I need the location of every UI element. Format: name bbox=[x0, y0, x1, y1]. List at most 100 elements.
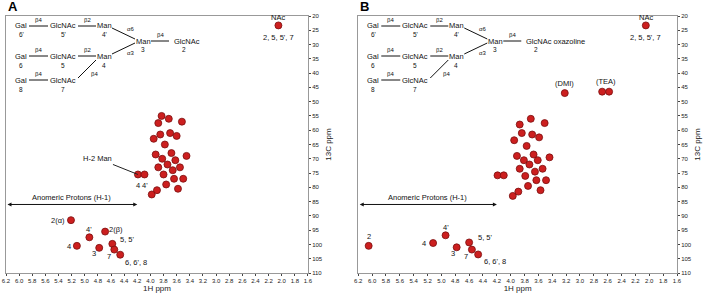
svg-text:2.2: 2.2 bbox=[264, 278, 273, 284]
svg-text:4.0: 4.0 bbox=[146, 278, 155, 284]
svg-text:45: 45 bbox=[312, 84, 319, 90]
svg-text:6: 6 bbox=[371, 62, 375, 69]
svg-text:13C ppm: 13C ppm bbox=[324, 128, 333, 161]
svg-text:β4: β4 bbox=[387, 17, 394, 23]
svg-text:β4: β4 bbox=[509, 32, 516, 38]
svg-text:40: 40 bbox=[312, 70, 319, 76]
svg-text:7: 7 bbox=[413, 86, 417, 93]
svg-text:80: 80 bbox=[312, 184, 319, 190]
svg-text:5.0: 5.0 bbox=[437, 278, 446, 284]
svg-text:55: 55 bbox=[312, 113, 319, 119]
svg-text:6': 6' bbox=[19, 31, 24, 38]
svg-text:3.4: 3.4 bbox=[548, 278, 557, 284]
svg-text:3.8: 3.8 bbox=[159, 278, 168, 284]
svg-text:β4: β4 bbox=[387, 71, 394, 77]
svg-text:110: 110 bbox=[312, 270, 322, 276]
svg-text:110: 110 bbox=[681, 270, 691, 276]
svg-text:β4: β4 bbox=[157, 32, 164, 38]
svg-text:2, 5, 5', 7: 2, 5, 5', 7 bbox=[263, 33, 294, 42]
svg-text:75: 75 bbox=[312, 170, 319, 176]
svg-text:8: 8 bbox=[19, 86, 23, 93]
svg-text:8: 8 bbox=[371, 86, 375, 93]
svg-text:100: 100 bbox=[312, 242, 323, 248]
svg-text:5.4: 5.4 bbox=[54, 278, 63, 284]
svg-text:13C ppm: 13C ppm bbox=[693, 128, 702, 161]
svg-text:1.8: 1.8 bbox=[659, 278, 668, 284]
svg-text:2: 2 bbox=[182, 46, 186, 53]
svg-text:100: 100 bbox=[681, 242, 692, 248]
svg-text:4.8: 4.8 bbox=[94, 278, 103, 284]
svg-text:5.8: 5.8 bbox=[382, 278, 391, 284]
svg-text:Man: Man bbox=[488, 37, 503, 46]
svg-text:3: 3 bbox=[92, 249, 96, 258]
svg-text:Gal: Gal bbox=[15, 76, 27, 85]
svg-text:25: 25 bbox=[681, 27, 688, 33]
svg-text:20: 20 bbox=[312, 13, 319, 19]
svg-text:Man: Man bbox=[97, 21, 112, 30]
svg-text:2.4: 2.4 bbox=[617, 278, 626, 284]
svg-text:A: A bbox=[8, 0, 18, 14]
svg-text:6, 6', 8: 6, 6', 8 bbox=[125, 258, 147, 267]
svg-text:2.6: 2.6 bbox=[238, 278, 247, 284]
svg-text:β4: β4 bbox=[35, 47, 42, 53]
svg-text:5.2: 5.2 bbox=[67, 278, 76, 284]
svg-text:4: 4 bbox=[102, 62, 106, 69]
svg-text:70: 70 bbox=[312, 156, 319, 162]
svg-text:80: 80 bbox=[681, 184, 688, 190]
svg-text:4': 4' bbox=[86, 225, 92, 234]
svg-text:4': 4' bbox=[142, 181, 148, 190]
svg-text:5: 5 bbox=[61, 62, 65, 69]
svg-text:90: 90 bbox=[681, 213, 688, 219]
svg-text:(TEA): (TEA) bbox=[596, 77, 616, 86]
svg-text:5': 5' bbox=[61, 31, 66, 38]
svg-text:Gal: Gal bbox=[15, 52, 27, 61]
svg-text:7: 7 bbox=[107, 252, 111, 261]
svg-text:2.4: 2.4 bbox=[251, 278, 260, 284]
svg-text:β4: β4 bbox=[91, 71, 98, 77]
svg-text:4: 4 bbox=[67, 242, 71, 251]
svg-text:2.6: 2.6 bbox=[604, 278, 613, 284]
svg-text:3.6: 3.6 bbox=[534, 278, 543, 284]
svg-text:50: 50 bbox=[312, 99, 319, 105]
svg-text:4.0: 4.0 bbox=[507, 278, 516, 284]
svg-text:85: 85 bbox=[312, 199, 319, 205]
svg-text:105: 105 bbox=[681, 256, 692, 262]
svg-text:6, 6', 8: 6, 6', 8 bbox=[484, 257, 506, 266]
svg-text:3.6: 3.6 bbox=[172, 278, 181, 284]
svg-text:3.2: 3.2 bbox=[199, 278, 208, 284]
svg-text:6.2: 6.2 bbox=[354, 278, 363, 284]
svg-text:β2: β2 bbox=[84, 17, 91, 23]
svg-text:3.2: 3.2 bbox=[562, 278, 571, 284]
svg-text:2(β): 2(β) bbox=[109, 225, 123, 234]
svg-text:Man: Man bbox=[97, 52, 112, 61]
svg-text:35: 35 bbox=[681, 56, 688, 62]
svg-text:Gal: Gal bbox=[367, 52, 379, 61]
svg-text:4.2: 4.2 bbox=[493, 278, 502, 284]
svg-text:5, 5': 5, 5' bbox=[120, 235, 135, 244]
svg-text:Man: Man bbox=[449, 21, 464, 30]
svg-text:β4: β4 bbox=[35, 17, 42, 23]
svg-text:70: 70 bbox=[681, 156, 688, 162]
svg-text:2(α): 2(α) bbox=[51, 216, 65, 225]
svg-text:2.2: 2.2 bbox=[631, 278, 640, 284]
svg-text:95: 95 bbox=[681, 227, 688, 233]
svg-text:β4: β4 bbox=[387, 47, 394, 53]
svg-text:3.4: 3.4 bbox=[186, 278, 195, 284]
svg-text:NAc: NAc bbox=[271, 13, 285, 22]
svg-text:25: 25 bbox=[312, 27, 319, 33]
svg-text:GlcNAc oxazoline: GlcNAc oxazoline bbox=[526, 37, 585, 46]
svg-text:4.4: 4.4 bbox=[120, 278, 129, 284]
svg-text:3.0: 3.0 bbox=[576, 278, 585, 284]
svg-text:6.0: 6.0 bbox=[368, 278, 377, 284]
svg-text:5.0: 5.0 bbox=[81, 278, 90, 284]
svg-text:β4: β4 bbox=[35, 71, 42, 77]
svg-text:85: 85 bbox=[681, 199, 688, 205]
svg-text:6: 6 bbox=[19, 62, 23, 69]
svg-text:3: 3 bbox=[451, 249, 455, 258]
svg-text:6.2: 6.2 bbox=[2, 278, 11, 284]
svg-text:30: 30 bbox=[681, 42, 688, 48]
svg-text:GlcNAc: GlcNAc bbox=[402, 76, 428, 85]
svg-text:3.8: 3.8 bbox=[520, 278, 529, 284]
svg-text:α3: α3 bbox=[127, 50, 134, 56]
svg-text:7: 7 bbox=[464, 252, 468, 261]
